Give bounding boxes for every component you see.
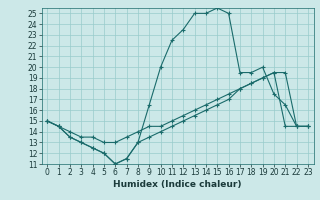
X-axis label: Humidex (Indice chaleur): Humidex (Indice chaleur) — [113, 180, 242, 189]
